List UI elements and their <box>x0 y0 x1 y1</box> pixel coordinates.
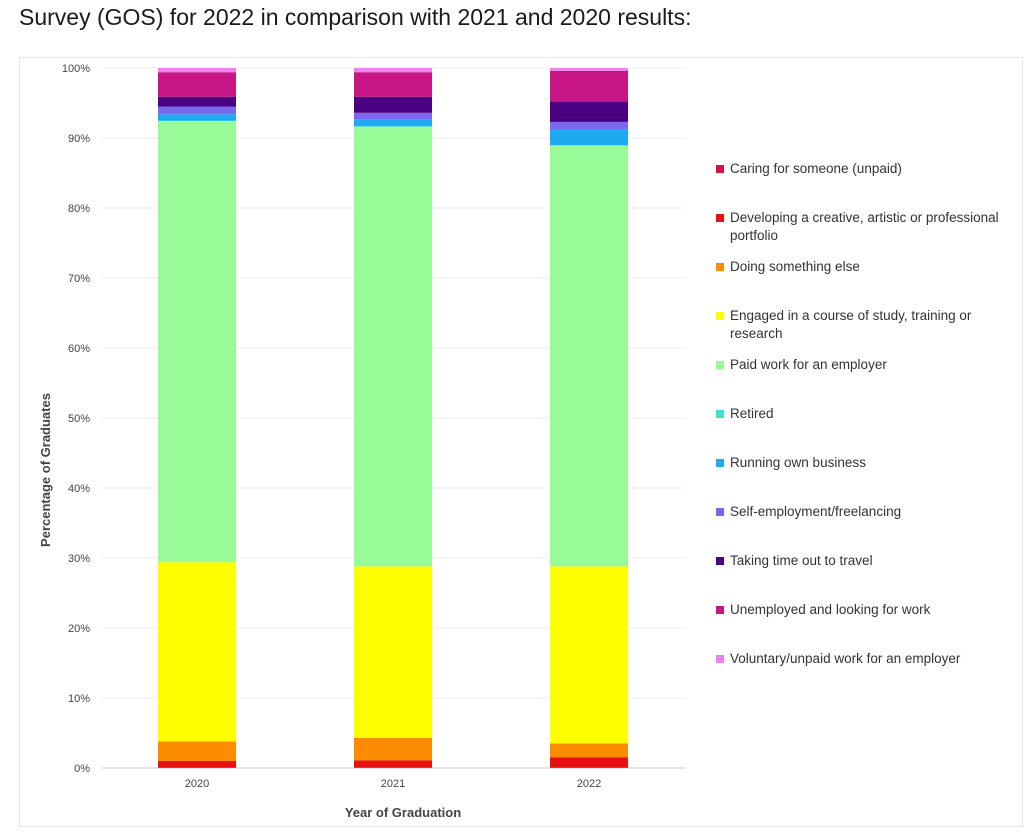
bar-segment[interactable] <box>354 72 432 97</box>
bar-segment[interactable] <box>158 761 236 768</box>
legend-swatch <box>716 557 724 565</box>
legend-label: Unemployed and looking for work <box>730 602 931 617</box>
legend-swatch <box>716 361 724 369</box>
legend-label: Taking time out to travel <box>730 553 873 568</box>
bar-segment[interactable] <box>158 767 236 768</box>
bar-segment[interactable] <box>550 743 628 758</box>
y-tick-label: 90% <box>68 133 90 145</box>
legend-label: Caring for someone (unpaid) <box>730 161 902 176</box>
legend-item[interactable]: Engaged in a course of study, training o… <box>716 307 1010 343</box>
bar-segment[interactable] <box>550 757 628 768</box>
bar-segment[interactable] <box>158 114 236 121</box>
page-title: Survey (GOS) for 2022 in comparison with… <box>19 4 692 30</box>
legend-item[interactable]: Voluntary/unpaid work for an employer <box>716 650 1010 668</box>
bar-segment[interactable] <box>354 767 432 768</box>
bar-segment[interactable] <box>158 562 236 742</box>
legend-swatch <box>716 312 724 320</box>
x-tick-label: 2020 <box>185 778 209 790</box>
legend-item[interactable]: Caring for someone (unpaid) <box>716 160 1010 178</box>
legend-label: Retired <box>730 406 774 421</box>
y-tick-label: 20% <box>68 623 90 635</box>
bar-segment[interactable] <box>354 126 432 567</box>
legend-item[interactable]: Paid work for an employer <box>716 356 1010 374</box>
x-tick-label: 2021 <box>381 778 405 790</box>
bar-segment[interactable] <box>354 760 432 768</box>
y-tick-label: 60% <box>68 343 90 355</box>
bar-segment[interactable] <box>550 767 628 768</box>
bar-segment[interactable] <box>354 126 432 127</box>
legend-swatch <box>716 214 724 222</box>
legend-item[interactable]: Retired <box>716 405 1010 423</box>
bar-segment[interactable] <box>550 129 628 145</box>
bar-segment[interactable] <box>550 101 628 122</box>
bar-segment[interactable] <box>354 566 432 738</box>
bar-segment[interactable] <box>550 121 628 130</box>
legend-swatch <box>716 459 724 467</box>
bar-segment[interactable] <box>158 106 236 115</box>
legend-swatch <box>716 606 724 614</box>
chart-frame <box>19 57 1023 827</box>
legend-swatch <box>716 508 724 516</box>
legend-item[interactable]: Running own business <box>716 454 1010 472</box>
y-axis-title: Percentage of Graduates <box>38 393 53 547</box>
y-tick-label: 50% <box>68 413 90 425</box>
bar-segment[interactable] <box>550 566 628 744</box>
legend-label: Voluntary/unpaid work for an employer <box>730 651 961 666</box>
x-axis-title: Year of Graduation <box>345 805 461 820</box>
bar-segment[interactable] <box>354 68 432 73</box>
y-tick-label: 30% <box>68 553 90 565</box>
legend-swatch <box>716 410 724 418</box>
x-tick-label: 2022 <box>577 778 601 790</box>
legend-label: Developing a creative, artistic or profe… <box>730 210 999 243</box>
y-tick-label: 100% <box>62 63 90 75</box>
bar-segment[interactable] <box>354 96 432 113</box>
bar-segment[interactable] <box>354 737 432 761</box>
legend-label: Running own business <box>730 455 866 470</box>
bar-segment[interactable] <box>354 119 432 127</box>
legend-label: Engaged in a course of study, training o… <box>730 308 972 341</box>
legend-swatch <box>716 263 724 271</box>
bar-segment[interactable] <box>550 68 628 71</box>
bar-segment[interactable] <box>550 145 628 146</box>
bar-segment[interactable] <box>158 121 236 563</box>
y-tick-label: 10% <box>68 693 90 705</box>
legend-item[interactable]: Doing something else <box>716 258 1010 276</box>
bar-segment[interactable] <box>158 72 236 97</box>
bar-segment[interactable] <box>158 741 236 761</box>
legend-item[interactable]: Self-employment/freelancing <box>716 503 1010 521</box>
legend-label: Paid work for an employer <box>730 357 887 372</box>
bar-segment[interactable] <box>158 68 236 73</box>
y-tick-label: 40% <box>68 483 90 495</box>
bar-segment[interactable] <box>354 112 432 120</box>
bar-segment[interactable] <box>158 96 236 107</box>
y-tick-label: 0% <box>74 763 90 775</box>
bar-segment[interactable] <box>550 145 628 567</box>
legend-swatch <box>716 655 724 663</box>
legend-item[interactable]: Developing a creative, artistic or profe… <box>716 209 1010 245</box>
legend-item[interactable]: Unemployed and looking for work <box>716 601 1010 619</box>
y-tick-label: 80% <box>68 203 90 215</box>
y-tick-label: 70% <box>68 273 90 285</box>
legend-swatch <box>716 165 724 173</box>
bar-segment[interactable] <box>158 120 236 122</box>
legend-item[interactable]: Taking time out to travel <box>716 552 1010 570</box>
legend-label: Self-employment/freelancing <box>730 504 902 519</box>
bar-segment[interactable] <box>550 70 628 102</box>
legend-label: Doing something else <box>730 259 860 274</box>
